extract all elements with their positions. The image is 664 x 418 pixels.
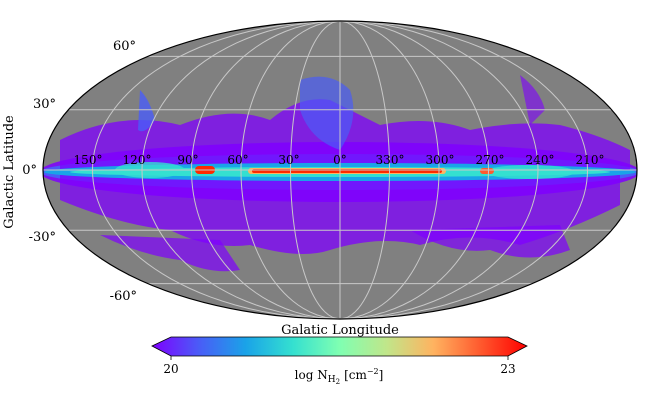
colorbar-bar bbox=[151, 336, 528, 357]
colorbar-title-subsub: 2 bbox=[336, 378, 340, 386]
colorbar-min-label: 20 bbox=[163, 362, 178, 376]
meridian-line bbox=[339, 21, 539, 319]
colorbar-title: log NH2 [cm−2] bbox=[295, 367, 384, 386]
meridian-line bbox=[91, 21, 341, 319]
lon-label-150: 150° bbox=[74, 153, 103, 167]
lat-label-minus30: -30° bbox=[29, 230, 56, 245]
lon-label-60: 60° bbox=[227, 153, 248, 167]
meridian-line bbox=[339, 21, 490, 319]
map-outline bbox=[42, 20, 638, 320]
y-axis-title: Galactic Latitude bbox=[2, 115, 17, 229]
map-body bbox=[42, 20, 638, 320]
lon-label-270: 270° bbox=[476, 153, 505, 167]
colorbar-title-sub: H bbox=[328, 375, 336, 385]
x-axis-title: Galatic Longitude bbox=[281, 323, 399, 338]
meridian-line bbox=[240, 21, 341, 319]
lon-label-30: 30° bbox=[278, 153, 299, 167]
colorbar: 20 23 log NH2 [cm−2] bbox=[151, 336, 528, 386]
lat-label-60: 60° bbox=[113, 39, 136, 54]
lat-label-0: 0° bbox=[22, 163, 37, 178]
lon-label-90: 90° bbox=[177, 153, 198, 167]
colorbar-title-prefix: log N bbox=[295, 368, 328, 382]
lon-label-120: 120° bbox=[123, 153, 152, 167]
lon-label-210: 210° bbox=[576, 153, 605, 167]
lon-label-300: 300° bbox=[426, 153, 455, 167]
meridian-line bbox=[190, 21, 341, 319]
lon-label-240: 240° bbox=[526, 153, 555, 167]
meridian-line bbox=[141, 21, 341, 319]
lon-label-330: 330° bbox=[376, 153, 405, 167]
colorbar-title-unit: [cm bbox=[344, 368, 367, 382]
longitude-labels: 150° 120° 90° 60° 30° 0° 330° 300° 270° … bbox=[74, 153, 605, 167]
colorbar-title-close: ] bbox=[379, 368, 384, 382]
lat-label-30: 30° bbox=[33, 97, 56, 112]
meridian-line bbox=[289, 21, 341, 319]
lat-label-minus60: -60° bbox=[110, 289, 137, 304]
graticule bbox=[43, 21, 637, 319]
lon-label-0: 0° bbox=[333, 153, 347, 167]
colorbar-title-exp: −2 bbox=[367, 367, 379, 376]
meridian-line bbox=[339, 21, 589, 319]
colorbar-max-label: 23 bbox=[500, 362, 515, 376]
meridian-line bbox=[339, 21, 440, 319]
meridian-line bbox=[339, 21, 391, 319]
